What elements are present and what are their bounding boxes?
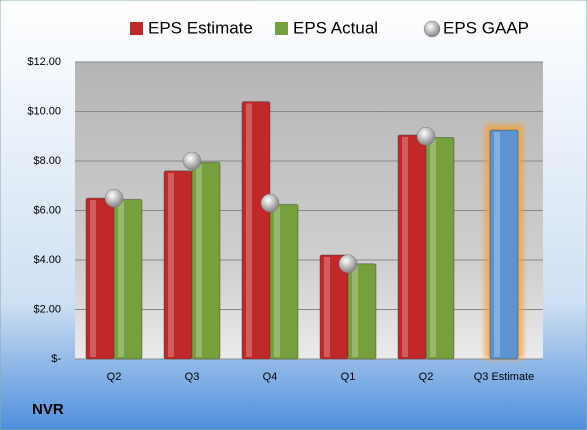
gaap-marker [416,127,436,146]
y-tick-label: $8.00 [33,155,61,167]
legend-label: EPS Estimate [148,18,253,37]
bar-shine [430,139,436,357]
bar-shine [324,257,330,357]
gaap-marker [182,151,202,171]
y-tick-label: $4.00 [33,254,61,266]
bar-shine [494,132,500,357]
y-tick-label: $10.00 [27,105,61,117]
chart-title: NVR [32,401,64,418]
gaap-marker [260,193,280,213]
bar [269,203,299,360]
bar [191,161,221,360]
gaap-marker [104,188,124,208]
x-tick-label: Q2 [107,371,122,383]
bar-shine [90,200,96,357]
x-tick-label: Q3 Estimate [474,371,535,383]
bar [489,129,519,360]
bar [113,198,143,360]
legend-label: EPS GAAP [443,18,529,37]
legend-label: EPS Actual [293,18,378,37]
bar-shine [352,265,358,357]
bar-shine [196,164,202,357]
bar-shine [402,137,408,357]
y-tick-label: $6.00 [33,204,61,216]
x-tick-label: Q3 [185,371,200,383]
legend-marker [275,22,288,35]
legend-marker [423,20,441,38]
x-tick-label: Q1 [341,371,356,383]
bar-shine [168,172,174,357]
bar-shine [274,206,280,357]
legend-marker [130,22,143,35]
bar-shine [118,201,124,357]
bar [347,263,377,360]
y-tick-label: $2.00 [33,303,61,315]
x-tick-label: Q4 [263,371,278,383]
x-tick-label: Q2 [419,371,434,383]
y-tick-label: $12.00 [27,56,61,68]
y-tick-label: $- [51,353,61,365]
gaap-marker [338,254,358,273]
bar [425,136,455,360]
bar-shine [246,103,252,357]
